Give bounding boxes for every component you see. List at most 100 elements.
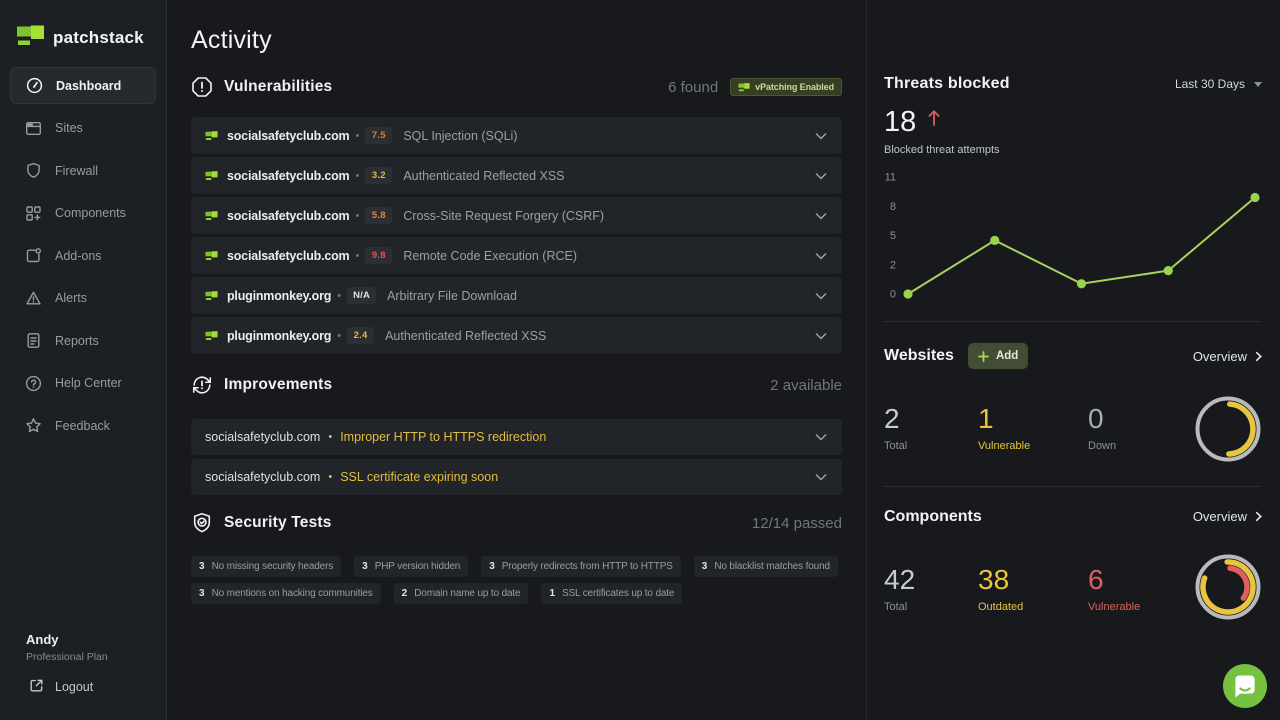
vulnerabilities-count: 6 found [668,78,719,96]
date-range-dropdown[interactable]: Last 30 Days [1175,77,1262,91]
chevron-down-icon[interactable] [815,433,827,441]
sidebar-item-feedback[interactable]: Feedback [10,407,156,444]
stat-label: Vulnerable [1088,601,1141,613]
star-icon [25,417,42,434]
dashboard-icon [26,77,43,94]
threats-line-chart: 0 2 5 8 11 [885,172,1260,301]
threats-title: Threats blocked [884,75,1010,92]
chip-label: No missing security headers [211,561,334,572]
chevron-down-icon[interactable] [815,212,827,220]
add-website-button[interactable]: Add [967,343,1029,369]
sidebar-item-add-ons[interactable]: Add-ons [10,237,156,274]
site-mark-icon [205,290,218,302]
chevron-down-icon[interactable] [815,132,827,140]
improvement-row[interactable]: socialsafetyclub.com • SSL certificate e… [191,459,842,495]
components-overview-link[interactable]: Overview [1193,509,1262,524]
stat-value: 6 [1088,564,1104,595]
vulnerability-row[interactable]: socialsafetyclub.com • 9.8 Remote Code E… [191,237,842,274]
security-test-chip: 3 PHP version hidden [354,556,469,577]
vulnerability-row[interactable]: socialsafetyclub.com • 5.8 Cross-Site Re… [191,197,842,234]
sidebar-item-dashboard[interactable]: Dashboard [10,67,156,104]
security-test-chip: 3 No missing security headers [191,556,342,577]
brand-wordmark: patchstack [53,28,144,47]
sidebar-item-label: Firewall [55,163,99,178]
logout-button[interactable]: Logout [29,678,93,696]
websites-stat-total: 2 Total [884,405,978,453]
vulnerability-name: Remote Code Execution (RCE) [403,248,577,263]
vulnerability-domain: pluginmonkey.org [227,328,332,343]
sidebar-item-sites[interactable]: Sites [10,110,156,147]
improvement-row[interactable]: socialsafetyclub.com • Improper HTTP to … [191,419,842,455]
chevron-down-icon[interactable] [815,252,827,260]
svg-text:8: 8 [890,201,896,213]
chip-count: 3 [362,561,368,572]
vulnerability-row[interactable]: socialsafetyclub.com • 7.5 SQL Injection… [191,117,842,154]
brand[interactable]: patchstack [0,0,166,52]
user-plan: Professional Plan [26,651,108,663]
chip-count: 2 [401,588,408,599]
logout-icon [29,678,44,696]
right-panel: Threats blocked Last 30 Days 18 Blocked … [868,0,1280,720]
websites-stats: 2 Total 1 Vulnerable 0 Down [884,396,1262,468]
cvss-score-badge: 2.4 [347,327,375,344]
websites-overview-link[interactable]: Overview [1193,349,1262,364]
sidebar-item-firewall[interactable]: Firewall [10,152,156,189]
threats-total: 18 [884,106,917,138]
alert-triangle-icon [25,290,42,307]
chevron-down-icon[interactable] [815,332,827,340]
components-donut-chart [1194,553,1262,626]
sidebar-item-help-center[interactable]: Help Center [10,365,156,402]
chip-count: 1 [549,588,555,599]
sidebar-item-label: Sites [55,121,83,135]
sidebar-item-label: Reports [55,333,99,348]
dot-separator: • [355,129,360,142]
chevron-right-icon [1255,511,1262,522]
components-stats: 42 Total 38 Outdated 6 Vulnerable [884,554,1262,626]
improvement-domain: socialsafetyclub.com [205,430,321,444]
security-test-chip: 3 Properly redirects from HTTP to HTTPS [481,556,681,577]
sidebar-item-label: Dashboard [56,78,122,93]
components-overview-label: Overview [1192,509,1247,524]
dot-separator: • [328,431,333,443]
date-range-label: Last 30 Days [1174,77,1245,91]
vulnerability-row[interactable]: pluginmonkey.org • N/A Arbitrary File Do… [191,277,842,314]
vulnerability-domain: socialsafetyclub.com [227,128,350,143]
stat-label: Total [884,440,908,452]
vulnerability-row[interactable]: socialsafetyclub.com • 3.2 Authenticated… [191,157,842,194]
chip-count: 3 [199,561,205,572]
sidebar: patchstack Dashboard Sites [0,0,167,720]
security-test-chip: 3 No blacklist matches found [693,556,838,577]
dot-separator: • [337,289,342,302]
stat-value: 38 [978,564,1010,595]
sidebar-item-components[interactable]: Components [10,195,156,232]
svg-text:5: 5 [890,230,896,242]
vulnerability-name: SQL Injection (SQLi) [403,128,518,143]
improvement-name: Improper HTTP to HTTPS redirection [340,430,547,444]
components-header: Components Overview [884,508,1262,525]
chevron-down-icon[interactable] [815,172,827,180]
security-test-chip: 2 Domain name up to date [393,583,529,604]
vulnerability-octagon-icon [191,76,213,98]
vulnerability-domain: socialsafetyclub.com [227,248,350,263]
vulnerability-name: Arbitrary File Download [387,288,517,303]
chip-label: Properly redirects from HTTP to HTTPS [501,561,673,572]
sidebar-item-label: Components [55,206,126,220]
security-tests-header: Security Tests 12/14 passed [191,512,842,534]
sidebar-nav: Dashboard Sites Firewall [0,67,166,444]
sidebar-item-label: Alerts [55,291,87,305]
websites-stat-down: 0 Down [1088,405,1116,453]
sidebar-item-alerts[interactable]: Alerts [10,280,156,317]
security-test-chip: 1 SSL certificates up to date [541,583,683,604]
components-title: Components [884,507,982,525]
chip-label: SSL certificates up to date [562,588,675,599]
chat-launcher-button[interactable] [1222,663,1268,714]
websites-donut-chart [1194,395,1262,468]
vulnerability-row[interactable]: pluginmonkey.org • 2.4 Authenticated Ref… [191,317,842,354]
cvss-score-badge: 3.2 [365,167,393,184]
sidebar-item-reports[interactable]: Reports [10,322,156,359]
vulnerability-domain: socialsafetyclub.com [227,168,350,183]
chevron-down-icon[interactable] [815,292,827,300]
stat-label: Vulnerable [978,440,1031,452]
sidebar-item-label: Help Center [55,376,122,390]
chevron-down-icon[interactable] [815,473,827,481]
